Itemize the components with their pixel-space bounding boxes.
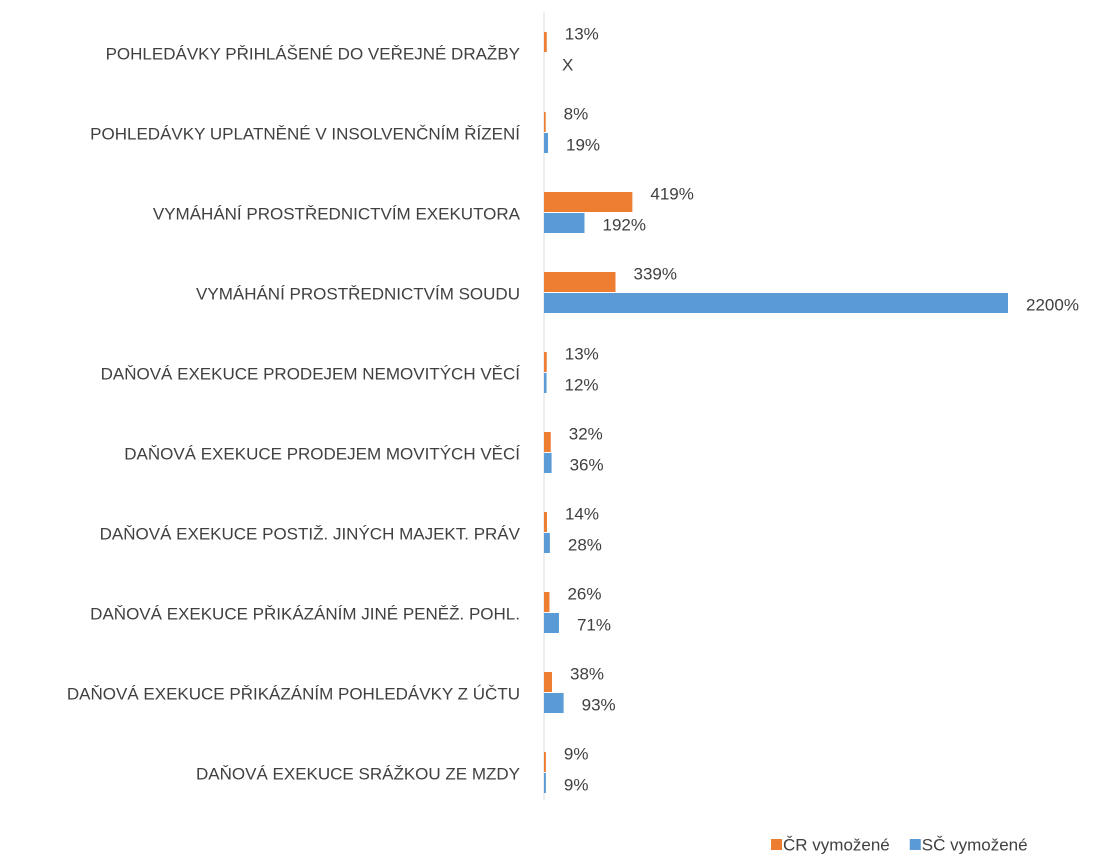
value-label: 28% [568, 535, 602, 554]
bar [544, 133, 549, 153]
value-label: 36% [570, 455, 604, 474]
value-label: 192% [602, 215, 645, 234]
category-label: DAŇOVÁ EXEKUCE PŘIKÁZÁNÍM POHLEDÁVKY Z Ú… [67, 684, 520, 703]
bar [544, 213, 585, 233]
value-label: 13% [565, 24, 599, 43]
value-label: 14% [565, 504, 599, 523]
bar [544, 533, 550, 553]
bar [544, 613, 559, 633]
value-label: 19% [566, 135, 600, 154]
category-label: DAŇOVÁ EXEKUCE PRODEJEM MOVITÝCH VĚCÍ [124, 444, 520, 463]
bar [544, 752, 546, 772]
category-label: DAŇOVÁ EXEKUCE PŘIKÁZÁNÍM JINÉ PENĚŽ. PO… [90, 604, 520, 623]
value-label: 93% [582, 695, 616, 714]
bar [544, 693, 564, 713]
value-label: 339% [633, 264, 676, 283]
bar [544, 32, 547, 52]
legend-swatch [771, 839, 782, 850]
bar [544, 293, 1008, 313]
bar [544, 272, 616, 292]
bar [544, 352, 547, 372]
bar [544, 672, 553, 692]
category-label: VYMÁHÁNÍ PROSTŘEDNICTVÍM SOUDU [196, 284, 520, 303]
value-label: 9% [564, 744, 589, 763]
category-label: POHLEDÁVKY UPLATNĚNÉ V INSOLVENČNÍM ŘÍZE… [90, 124, 520, 143]
value-label: 32% [569, 424, 603, 443]
category-label: DAŇOVÁ EXEKUCE SRÁŽKOU ZE MZDY [196, 764, 520, 783]
bar [544, 112, 546, 132]
value-label: 38% [570, 664, 604, 683]
value-label: 26% [567, 584, 601, 603]
bar [544, 453, 552, 473]
category-label: POHLEDÁVKY PŘIHLÁŠENÉ DO VEŘEJNÉ DRAŽBY [106, 44, 520, 63]
bar [544, 373, 547, 393]
value-label: 13% [565, 344, 599, 363]
bar [544, 773, 546, 793]
value-label: 419% [650, 184, 693, 203]
bar [544, 592, 550, 612]
category-label: DAŇOVÁ EXEKUCE PRODEJEM NEMOVITÝCH VĚCÍ [101, 364, 521, 383]
bar [544, 192, 633, 212]
value-label: X [562, 55, 573, 74]
legend-label: SČ vymožené [922, 835, 1028, 854]
legend-label: ČR vymožené [783, 835, 890, 854]
category-label: VYMÁHÁNÍ PROSTŘEDNICTVÍM EXEKUTORA [153, 204, 521, 223]
value-label: 12% [565, 375, 599, 394]
bar [544, 512, 547, 532]
category-label: DAŇOVÁ EXEKUCE POSTIŽ. JINÝCH MAJEKT. PR… [100, 524, 521, 543]
legend-swatch [909, 839, 921, 850]
value-label: 2200% [1026, 295, 1079, 314]
value-label: 71% [577, 615, 611, 634]
bar [544, 432, 551, 452]
value-label: 9% [564, 775, 589, 794]
value-label: 8% [564, 104, 589, 123]
